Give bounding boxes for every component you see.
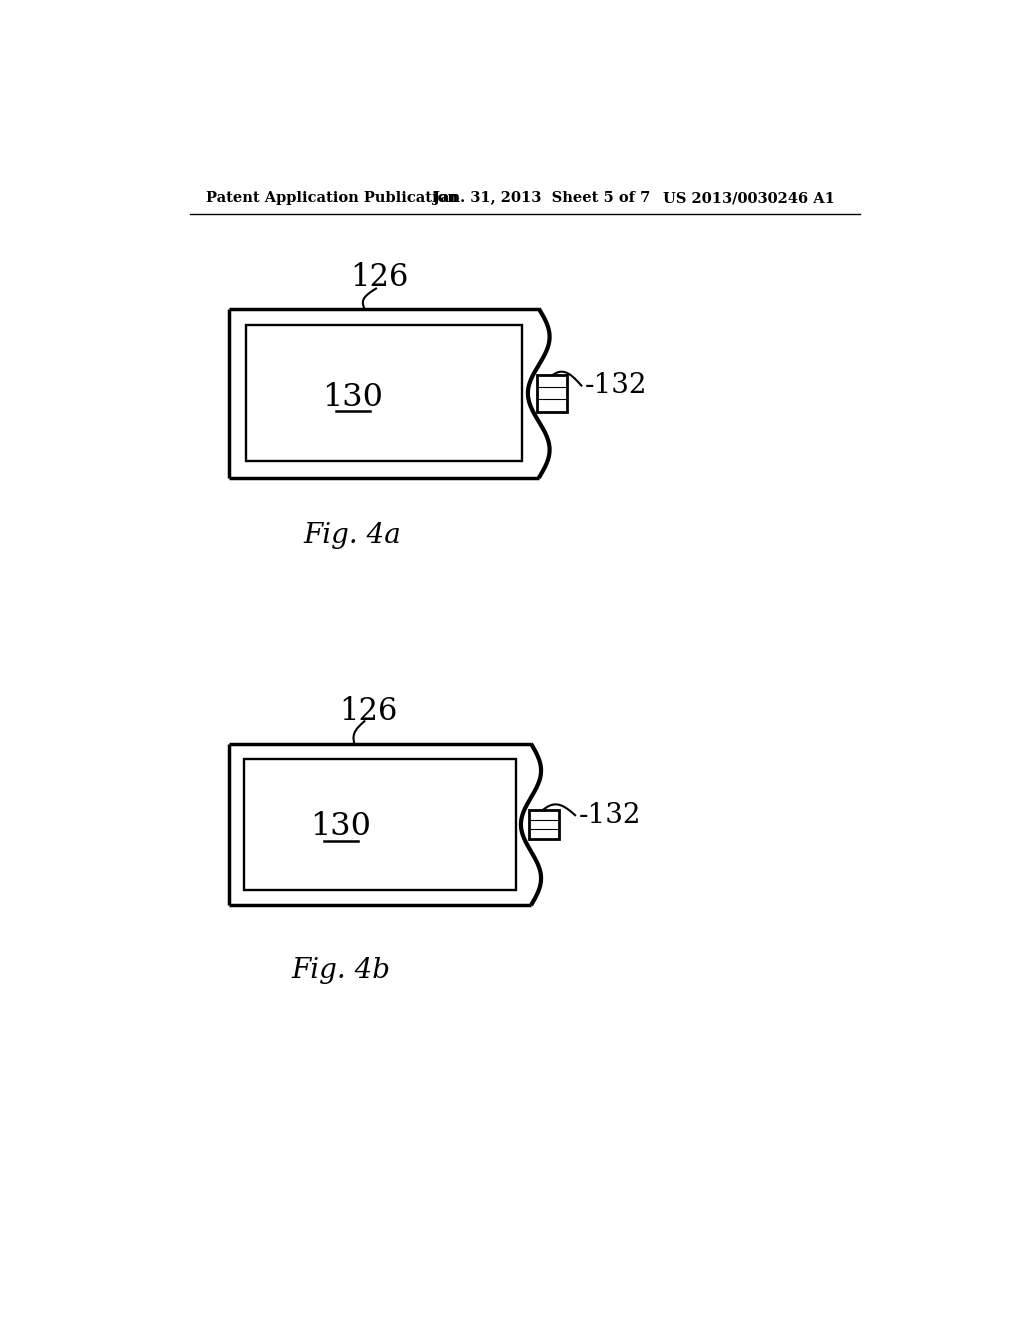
Text: US 2013/0030246 A1: US 2013/0030246 A1: [663, 191, 835, 206]
Text: Fig. 4b: Fig. 4b: [292, 957, 390, 985]
Bar: [245, 759, 515, 890]
Text: 130: 130: [323, 381, 383, 413]
Text: Fig. 4a: Fig. 4a: [304, 523, 401, 549]
Text: 130: 130: [310, 812, 372, 842]
Text: 126: 126: [339, 696, 397, 727]
Text: -132: -132: [586, 372, 648, 399]
Bar: [538, 375, 566, 412]
Bar: [246, 326, 521, 461]
Text: -132: -132: [579, 801, 642, 829]
Text: Jan. 31, 2013  Sheet 5 of 7: Jan. 31, 2013 Sheet 5 of 7: [432, 191, 650, 206]
Bar: [529, 810, 559, 840]
Text: 126: 126: [350, 263, 409, 293]
Text: Patent Application Publication: Patent Application Publication: [206, 191, 458, 206]
